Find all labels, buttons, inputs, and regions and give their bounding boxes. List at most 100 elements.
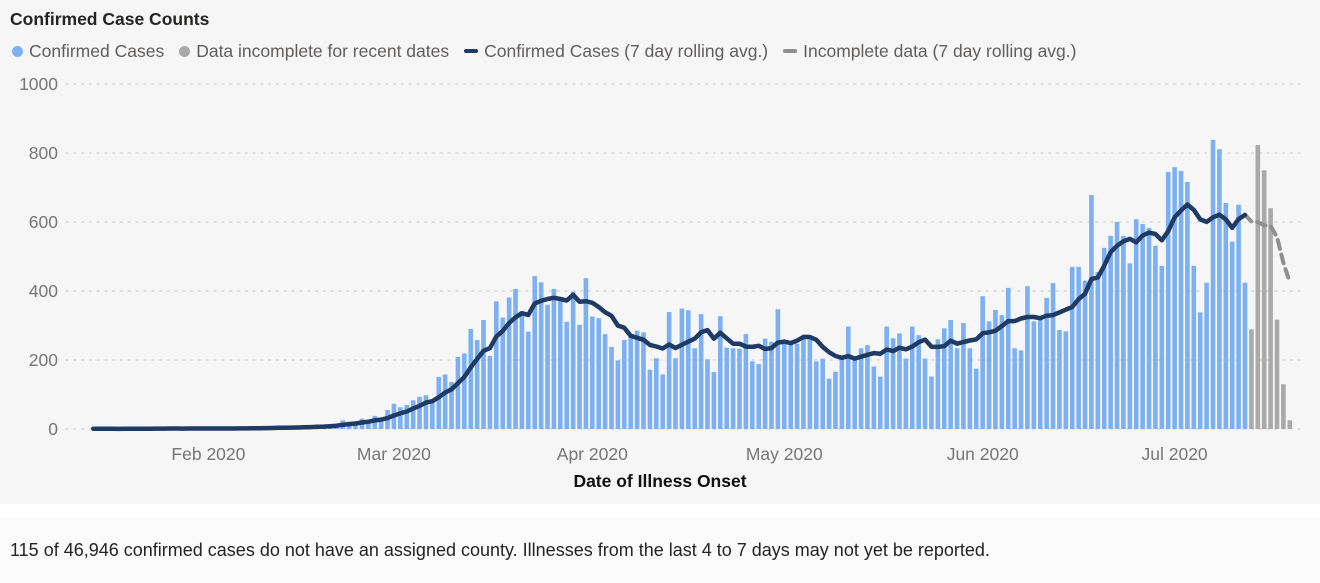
bar-confirmed[interactable]: [423, 395, 429, 429]
bar-confirmed[interactable]: [481, 319, 486, 429]
bar-confirmed[interactable]: [909, 326, 915, 429]
bar-incomplete[interactable]: [1261, 170, 1267, 429]
bar-confirmed[interactable]: [494, 301, 499, 429]
legend-item-1[interactable]: Data incomplete for recent dates: [179, 41, 449, 62]
bar-confirmed[interactable]: [615, 360, 621, 429]
bar-confirmed[interactable]: [1082, 280, 1088, 429]
bar-confirmed[interactable]: [1044, 297, 1049, 429]
bar-confirmed[interactable]: [1108, 235, 1113, 429]
bar-confirmed[interactable]: [1210, 139, 1216, 429]
bar-confirmed[interactable]: [513, 288, 518, 429]
bar-confirmed[interactable]: [807, 339, 813, 429]
bar-confirmed[interactable]: [609, 346, 614, 429]
bar-confirmed[interactable]: [865, 345, 870, 429]
bar-confirmed[interactable]: [1012, 348, 1017, 429]
bar-confirmed[interactable]: [903, 358, 909, 429]
bar-confirmed[interactable]: [762, 338, 768, 429]
bar-confirmed[interactable]: [468, 328, 474, 429]
bar-confirmed[interactable]: [980, 296, 985, 429]
bar-confirmed[interactable]: [1165, 171, 1171, 429]
bar-confirmed[interactable]: [820, 358, 825, 429]
bar-confirmed[interactable]: [474, 339, 480, 429]
bar-confirmed[interactable]: [1242, 282, 1248, 429]
bar-confirmed[interactable]: [506, 297, 512, 429]
bar-confirmed[interactable]: [551, 288, 557, 429]
legend-item-2[interactable]: Confirmed Cases (7 day rolling avg.): [464, 41, 768, 62]
bar-confirmed[interactable]: [781, 341, 787, 429]
bar-confirmed[interactable]: [449, 382, 454, 429]
bar-confirmed[interactable]: [1018, 350, 1024, 429]
bar-confirmed[interactable]: [986, 321, 992, 429]
bar-confirmed[interactable]: [1191, 265, 1197, 429]
bar-confirmed[interactable]: [858, 348, 864, 429]
bar-confirmed[interactable]: [967, 348, 973, 429]
bar-confirmed[interactable]: [961, 323, 966, 429]
bar-confirmed[interactable]: [442, 374, 448, 429]
bar-confirmed[interactable]: [941, 328, 947, 429]
bar-confirmed[interactable]: [788, 345, 793, 429]
bar-confirmed[interactable]: [577, 324, 582, 429]
bar-incomplete[interactable]: [1268, 208, 1273, 429]
bar-incomplete[interactable]: [1281, 384, 1286, 429]
bar-confirmed[interactable]: [545, 304, 550, 429]
bar-confirmed[interactable]: [749, 361, 755, 429]
bar-confirmed[interactable]: [922, 358, 928, 429]
bar-confirmed[interactable]: [730, 348, 736, 429]
bar-confirmed[interactable]: [743, 334, 749, 430]
bar-confirmed[interactable]: [647, 369, 653, 429]
bar-confirmed[interactable]: [519, 311, 525, 429]
bar-confirmed[interactable]: [929, 376, 934, 429]
bar-confirmed[interactable]: [570, 291, 576, 429]
bar-confirmed[interactable]: [1185, 181, 1190, 429]
bar-confirmed[interactable]: [1229, 241, 1235, 429]
bar-incomplete[interactable]: [1249, 329, 1254, 429]
bar-confirmed[interactable]: [673, 358, 678, 429]
bar-confirmed[interactable]: [1146, 227, 1152, 429]
bar-confirmed[interactable]: [890, 338, 896, 429]
bar-confirmed[interactable]: [852, 356, 857, 429]
bar-confirmed[interactable]: [666, 312, 672, 429]
bar-confirmed[interactable]: [935, 339, 941, 429]
bar-confirmed[interactable]: [993, 309, 998, 429]
bar-confirmed[interactable]: [1089, 195, 1094, 429]
bar-confirmed[interactable]: [410, 400, 416, 429]
bar-incomplete[interactable]: [1287, 420, 1293, 430]
bar-confirmed[interactable]: [679, 308, 685, 429]
bar-confirmed[interactable]: [1153, 245, 1158, 429]
bar-confirmed[interactable]: [1140, 224, 1145, 429]
bar-incomplete[interactable]: [1255, 145, 1261, 429]
bar-incomplete[interactable]: [1274, 319, 1280, 429]
bar-confirmed[interactable]: [1223, 203, 1229, 429]
bar-confirmed[interactable]: [954, 348, 960, 429]
bar-confirmed[interactable]: [711, 372, 717, 429]
legend-item-3[interactable]: Incomplete data (7 day rolling avg.): [783, 41, 1076, 62]
bar-confirmed[interactable]: [801, 338, 806, 429]
bar-confirmed[interactable]: [596, 318, 602, 429]
bar-confirmed[interactable]: [877, 376, 883, 429]
bar-confirmed[interactable]: [999, 315, 1005, 429]
bar-confirmed[interactable]: [769, 341, 774, 429]
bar-confirmed[interactable]: [833, 371, 838, 429]
bar-confirmed[interactable]: [1076, 266, 1081, 429]
bar-confirmed[interactable]: [455, 356, 461, 429]
bar-confirmed[interactable]: [641, 332, 646, 429]
bar-confirmed[interactable]: [526, 331, 531, 429]
bar-confirmed[interactable]: [622, 339, 627, 429]
bar-confirmed[interactable]: [1114, 222, 1120, 429]
bar-confirmed[interactable]: [916, 335, 921, 429]
bar-confirmed[interactable]: [634, 330, 640, 429]
bar-confirmed[interactable]: [417, 396, 422, 429]
bar-confirmed[interactable]: [826, 378, 832, 429]
bar-confirmed[interactable]: [558, 297, 563, 429]
bar-confirmed[interactable]: [724, 347, 729, 429]
bar-confirmed[interactable]: [1025, 286, 1030, 429]
bar-confirmed[interactable]: [430, 399, 435, 429]
bar-confirmed[interactable]: [1069, 266, 1075, 429]
bar-confirmed[interactable]: [718, 316, 723, 429]
bar-confirmed[interactable]: [813, 361, 819, 429]
bar-confirmed[interactable]: [590, 316, 595, 429]
bar-confirmed[interactable]: [1204, 282, 1209, 429]
bar-confirmed[interactable]: [794, 343, 800, 429]
bar-confirmed[interactable]: [1197, 312, 1203, 429]
bar-confirmed[interactable]: [487, 355, 493, 429]
